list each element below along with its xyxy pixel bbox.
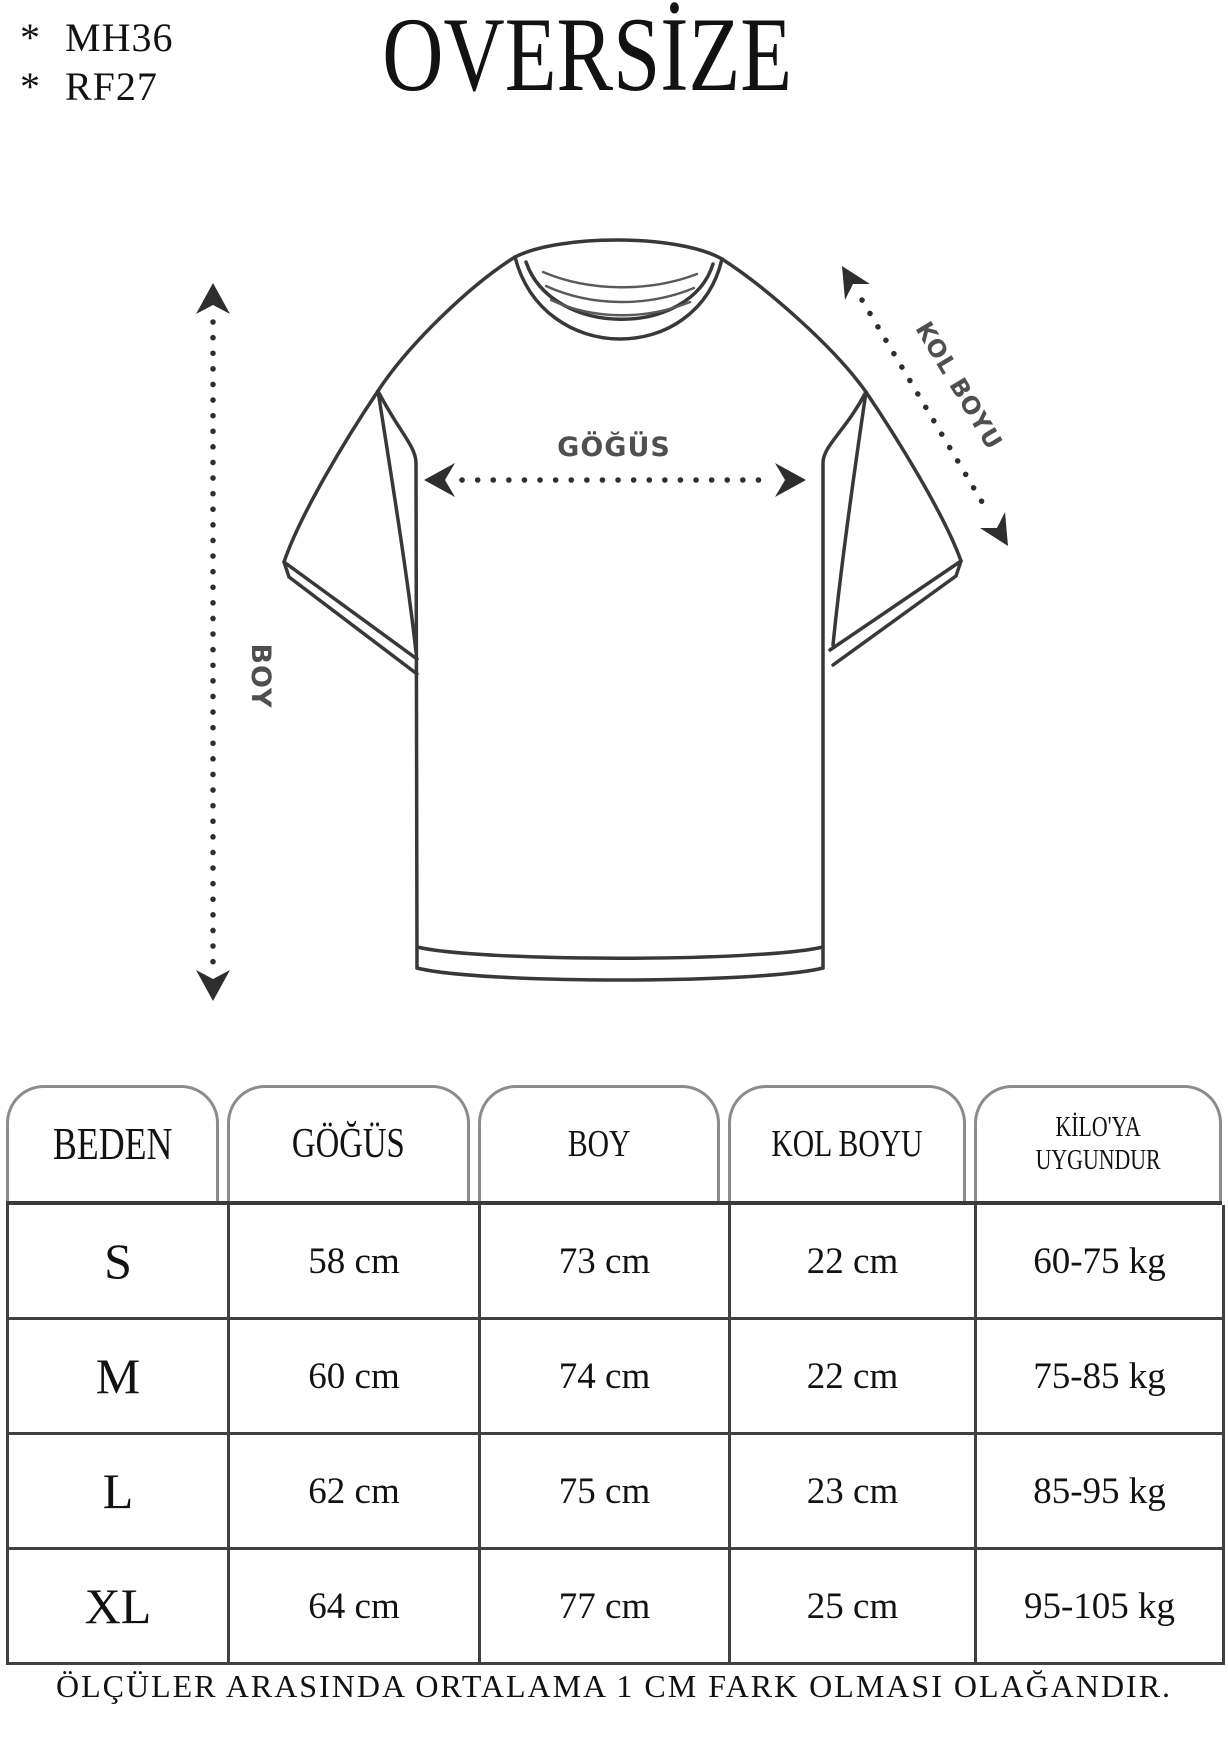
table-row-s: S 58 cm 73 cm 22 cm 60-75 kg [6, 1205, 1225, 1320]
chest-cell: 64 cm [227, 1547, 481, 1665]
sleeve-arrow: KOL BOYU [842, 266, 1008, 546]
size-table-body: S 58 cm 73 cm 22 cm 60-75 kg M 60 cm 74 … [6, 1205, 1225, 1665]
right-body-edge [821, 390, 868, 970]
chest-cell: 62 cm [227, 1432, 481, 1550]
length-cell: 77 cm [478, 1547, 731, 1665]
header-cell-kol-boyu: KOL BOYU [728, 1085, 966, 1201]
length-label: BOY [245, 643, 276, 708]
weight-cell: 75-85 kg [974, 1317, 1225, 1435]
header-cell-gogus: GÖĞÜS [227, 1085, 470, 1201]
header-label: KİLO'YA UYGUNDUR [1035, 1112, 1161, 1176]
collar-rib-line [541, 270, 699, 289]
arrowhead-down-right [980, 512, 1008, 546]
length-cell: 73 cm [478, 1205, 731, 1320]
chest-label: GÖĞÜS [557, 430, 671, 463]
size-table: BEDEN GÖĞÜS BOY KOL BOYU KİLO'YA UYGUNDU… [6, 1085, 1225, 1665]
arrowhead-left [424, 463, 455, 497]
arrowhead-right [775, 463, 806, 497]
left-body-edge [376, 389, 419, 970]
product-codes: * MH36 * RF27 [20, 14, 173, 110]
header-label: BEDEN [52, 1118, 173, 1170]
sleeve-label: KOL BOYU [910, 317, 1008, 455]
bottom-hem-band [415, 945, 825, 960]
arrowhead-down [196, 970, 230, 1001]
weight-cell: 95-105 kg [974, 1547, 1225, 1665]
product-code: MH36 [65, 15, 174, 60]
size-cell: XL [6, 1547, 230, 1665]
table-row-l: L 62 cm 75 cm 23 cm 85-95 kg [6, 1432, 1225, 1550]
tshirt-outline [282, 238, 963, 982]
chest-cell: 60 cm [227, 1317, 481, 1435]
size-cell: S [6, 1205, 230, 1320]
tolerance-note: ÖLÇÜLER ARASINDA ORTALAMA 1 CM FARK OLMA… [55, 1668, 1173, 1704]
collar-inner [524, 260, 715, 321]
table-row-xl: XL 64 cm 77 cm 25 cm 95-105 kg [6, 1547, 1225, 1665]
size-cell: M [6, 1317, 230, 1435]
collar-rib-line [544, 284, 696, 304]
weight-cell: 60-75 kg [974, 1205, 1225, 1320]
table-row-m: M 60 cm 74 cm 22 cm 75-85 kg [6, 1317, 1225, 1435]
sleeve-cell: 22 cm [728, 1317, 977, 1435]
tshirt-measurement-diagram: BOY GÖĞÜS KOL BOYU [196, 238, 1008, 1001]
collar-outer [513, 255, 724, 341]
arrowhead-up [196, 283, 230, 314]
left-shoulder-seam [376, 255, 517, 393]
header-cell-beden: BEDEN [6, 1085, 219, 1201]
page-title: OVERSİZE [0, 2, 1174, 108]
sleeve-dotted-line [859, 297, 991, 515]
length-arrow: BOY [196, 283, 276, 1001]
collar-back-neck [513, 238, 724, 261]
page-title-text: OVERSİZE [382, 0, 792, 113]
right-sleeve-cuff [828, 559, 963, 667]
right-sleeve-outer-edge [864, 390, 963, 563]
collar-rib-line [549, 298, 692, 317]
left-underarm-seam [376, 389, 418, 654]
left-sleeve-cuff [282, 560, 419, 676]
sleeve-cell: 23 cm [728, 1432, 977, 1550]
right-underarm-seam [831, 390, 868, 647]
product-code: RF27 [65, 64, 158, 109]
chest-arrow: GÖĞÜS [424, 430, 806, 497]
header-label: GÖĞÜS [292, 1121, 405, 1168]
sleeve-cell: 22 cm [728, 1205, 977, 1320]
size-cell: L [6, 1432, 230, 1550]
sleeve-cell: 25 cm [728, 1547, 977, 1665]
header-label: BOY [567, 1122, 631, 1165]
arrowhead-up-left [842, 266, 870, 300]
bullet-asterisk: * [20, 15, 41, 60]
length-cell: 75 cm [478, 1432, 731, 1550]
product-code-line: * RF27 [20, 63, 173, 110]
size-table-header: BEDEN GÖĞÜS BOY KOL BOYU KİLO'YA UYGUNDU… [6, 1085, 1222, 1205]
right-shoulder-seam [720, 257, 868, 394]
weight-cell: 85-95 kg [974, 1432, 1225, 1550]
bottom-hem-edge [415, 966, 825, 982]
length-cell: 74 cm [478, 1317, 731, 1435]
left-sleeve-outer-edge [282, 389, 380, 564]
chest-cell: 58 cm [227, 1205, 481, 1320]
bullet-asterisk: * [20, 64, 41, 109]
header-cell-boy: BOY [478, 1085, 720, 1201]
product-code-line: * MH36 [20, 14, 173, 61]
header-label: KOL BOYU [771, 1122, 923, 1165]
header-cell-kiloya-uygundur: KİLO'YA UYGUNDUR [974, 1085, 1222, 1201]
